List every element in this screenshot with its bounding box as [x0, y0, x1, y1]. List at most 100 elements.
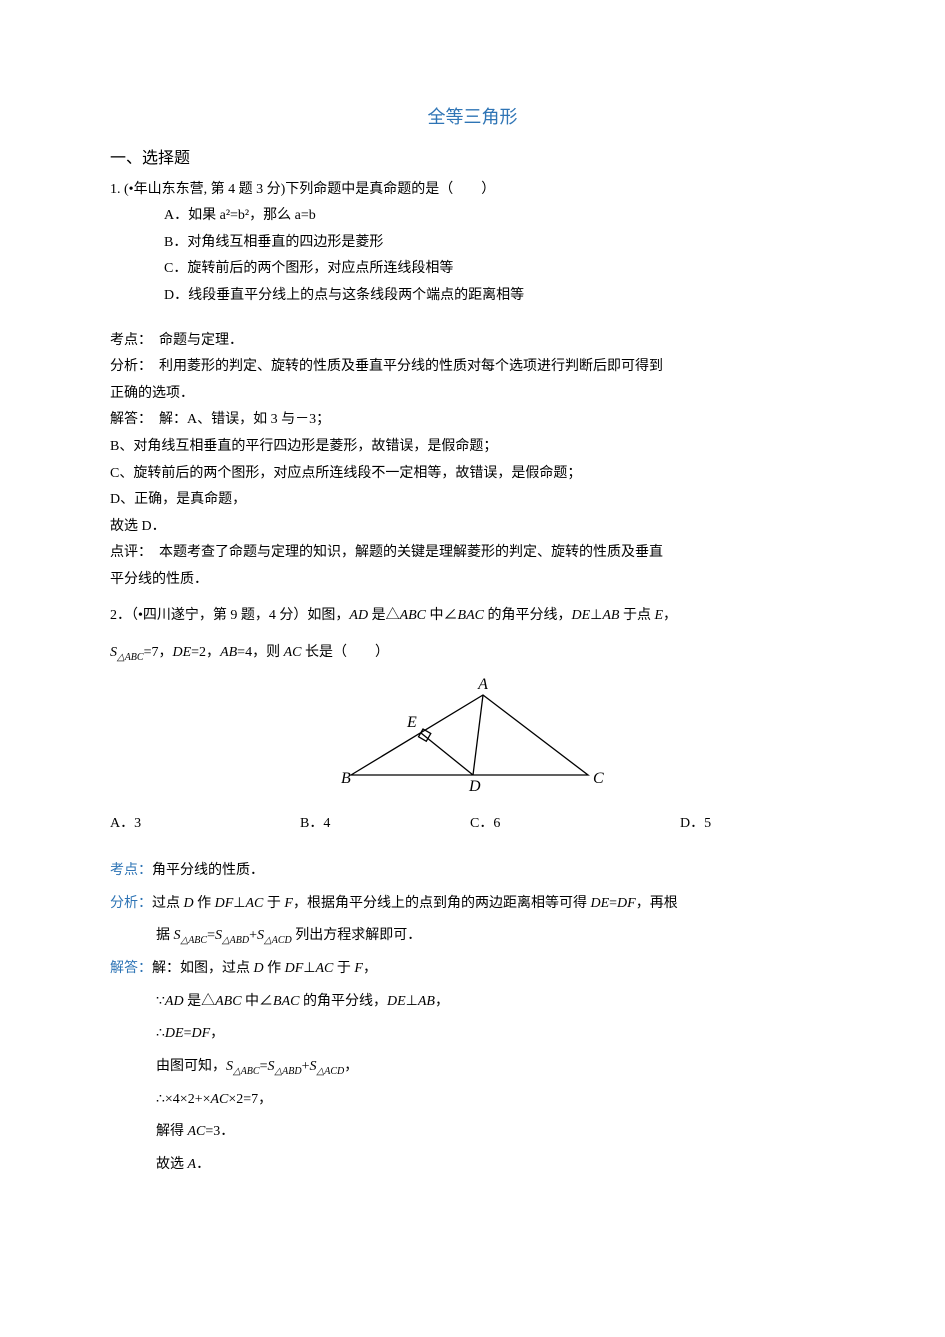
q2-jd-line5: ∴×4×2+×AC×2=7，: [110, 1087, 835, 1114]
t: F: [354, 961, 363, 976]
q1-fx-line2: 正确的选项．: [110, 381, 835, 408]
q1-jd-c: C、旋转前后的两个图形，对应点所连线段不一定相等，故错误，是假命题；: [110, 461, 835, 488]
jd-a: 解：A、错误，如 3 与－3；: [159, 412, 330, 427]
t: AD: [165, 994, 184, 1009]
t: DE: [165, 1026, 184, 1041]
t: =3．: [205, 1124, 234, 1139]
t: =4，则: [237, 645, 283, 660]
q1-jd-line1: 解答： 解：A、错误，如 3 与－3；: [110, 407, 835, 434]
t: △ACD: [264, 935, 292, 946]
t: DE: [387, 994, 406, 1009]
t: ∵: [156, 994, 165, 1009]
t: 长是（ ）: [301, 645, 389, 660]
section-header: 一、选择题: [110, 144, 835, 174]
q2-jd-line3: ∴DE=DF，: [110, 1021, 835, 1048]
t: AC: [246, 896, 264, 911]
t: AC: [211, 1092, 229, 1107]
t: D: [184, 896, 194, 911]
dp-label: 点评：: [110, 545, 145, 560]
q2-ab: AB: [602, 608, 619, 623]
q1-jd-b: B、对角线互相垂直的平行四边形是菱形，故错误，是假命题；: [110, 434, 835, 461]
q2-opt-c: C．6: [470, 811, 680, 838]
fx-label: 分析：: [110, 359, 145, 374]
q2-fx-line2: 据 S△ABC=S△ABD+S△ACD 列出方程求解即可．: [110, 923, 835, 950]
t: ，: [363, 961, 377, 976]
t: BAC: [273, 994, 299, 1009]
t: =: [207, 928, 215, 943]
t: F: [284, 896, 293, 911]
q1-dp-line1: 点评： 本题考查了命题与定理的知识，解题的关键是理解菱形的判定、旋转的性质及垂直: [110, 540, 835, 567]
t: AC: [316, 961, 334, 976]
jd-label: 解答：: [110, 961, 152, 976]
t: ⊥: [233, 896, 245, 911]
t: 故选: [156, 1157, 188, 1172]
q1-jd-d: D、正确，是真命题，: [110, 487, 835, 514]
q2-jd-line7: 故选 A．: [110, 1152, 835, 1179]
t: A: [188, 1157, 197, 1172]
t: ，: [435, 994, 449, 1009]
t: 据: [156, 928, 174, 943]
t: ，: [344, 1059, 358, 1074]
fx-label: 分析：: [110, 896, 152, 911]
t: 于点: [619, 608, 654, 623]
q1-opt-c: C．旋转前后的两个图形，对应点所连线段相等: [110, 256, 835, 283]
t: 的角平分线，: [484, 608, 572, 623]
q1-jd-e: 故选 D．: [110, 514, 835, 541]
t: 于: [333, 961, 354, 976]
t: S: [310, 1059, 317, 1074]
t: DE: [590, 896, 609, 911]
q2-pre: 2．（•四川遂宁，第 9 题，4 分）如图，: [110, 608, 349, 623]
q1-opt-d: D．线段垂直平分线上的点与这条线段两个端点的距离相等: [110, 283, 835, 310]
q2-options: A．3 B．4 C．6 D．5: [110, 811, 835, 838]
lbl-e: E: [406, 714, 417, 731]
t: ⊥: [590, 608, 602, 623]
t: DF: [285, 961, 304, 976]
t: 作: [264, 961, 285, 976]
q2-ac: AC: [284, 645, 302, 660]
t: S: [257, 928, 264, 943]
lbl-c: C: [593, 770, 604, 787]
t: ×2=7，: [228, 1092, 272, 1107]
t: 过点: [152, 896, 184, 911]
q2-stem-line1: 2．（•四川遂宁，第 9 题，4 分）如图，AD 是△ABC 中∠BAC 的角平…: [110, 603, 835, 630]
t: +: [302, 1059, 310, 1074]
t: +: [249, 928, 257, 943]
t: ，: [210, 1026, 224, 1041]
t: 于: [263, 896, 284, 911]
t: =: [609, 896, 617, 911]
t: AB: [418, 994, 435, 1009]
t: AC: [188, 1124, 206, 1139]
q1-dp-line2: 平分线的性质．: [110, 567, 835, 594]
t: △ABC: [181, 935, 208, 946]
t: 中∠: [242, 994, 274, 1009]
t: 列出方程求解即可．: [292, 928, 422, 943]
t: ∴×4×2+×: [156, 1092, 211, 1107]
q2-ad: AD: [349, 608, 368, 623]
page-title: 全等三角形: [110, 100, 835, 134]
t: =: [184, 1026, 192, 1041]
q2-abc: ABC: [400, 608, 426, 623]
q2-kd: 考点：角平分线的性质．: [110, 858, 835, 885]
q2-sub: △ABC: [117, 652, 144, 663]
kd-text: 角平分线的性质．: [152, 863, 264, 878]
kd-label: 考点：: [110, 333, 145, 348]
t: ⊥: [303, 961, 315, 976]
kd-label: 考点：: [110, 863, 152, 878]
q2-e: E: [654, 608, 663, 623]
q2-stem-line2: S△ABC=7，DE=2，AB=4，则 AC 长是（ ）: [110, 640, 835, 667]
t: ，: [663, 608, 677, 623]
t: ，根据角平分线上的点到角的两边距离相等可得: [293, 896, 591, 911]
t: ，再根: [636, 896, 678, 911]
q2-jd-line2: ∵AD 是△ABC 中∠BAC 的角平分线，DE⊥AB，: [110, 989, 835, 1016]
t: 中∠: [426, 608, 458, 623]
t: =7，: [144, 645, 173, 660]
t: △ABD: [222, 935, 249, 946]
t: 由图可知，: [156, 1059, 226, 1074]
q2-fx-line1: 分析：过点 D 作 DF⊥AC 于 F，根据角平分线上的点到角的两边距离相等可得…: [110, 891, 835, 918]
t: 解：如图，过点: [152, 961, 254, 976]
t: ．: [196, 1157, 210, 1172]
t: DF: [215, 896, 234, 911]
q1-opt-b: B．对角线互相垂直的四边形是菱形: [110, 230, 835, 257]
t: S: [215, 928, 222, 943]
q2-jd-line1: 解答：解：如图，过点 D 作 DF⊥AC 于 F，: [110, 956, 835, 983]
